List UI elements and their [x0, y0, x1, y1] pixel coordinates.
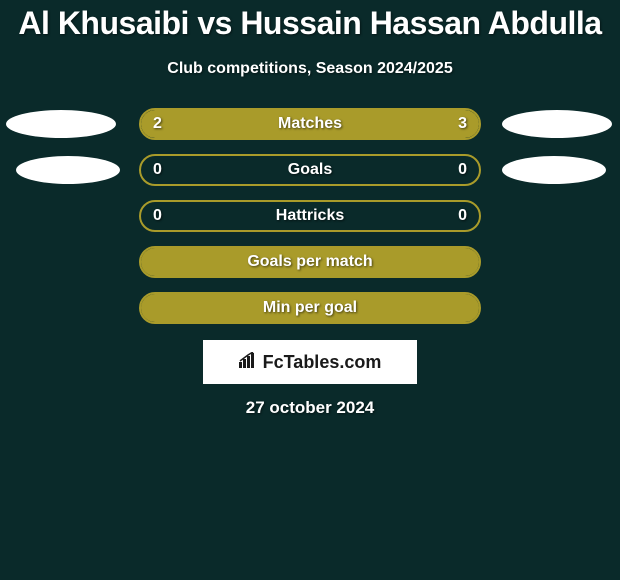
player-right-marker — [502, 156, 606, 184]
chart-icon — [239, 352, 259, 373]
stat-label: Hattricks — [276, 207, 344, 225]
player-left-marker — [16, 156, 120, 184]
logo: FcTables.com — [239, 352, 382, 373]
stat-bar: 0 0 Hattricks — [139, 200, 481, 232]
stat-value-right: 3 — [458, 115, 467, 133]
stat-value-left: 0 — [153, 161, 162, 179]
stat-bar: 0 0 Goals — [139, 154, 481, 186]
player-right-marker — [502, 110, 612, 138]
stat-bar: Goals per match — [139, 246, 481, 278]
infographic-container: Al Khusaibi vs Hussain Hassan Abdulla Cl… — [0, 0, 620, 418]
subtitle: Club competitions, Season 2024/2025 — [0, 60, 620, 78]
stat-value-right: 0 — [458, 207, 467, 225]
stat-label: Goals — [288, 161, 332, 179]
stat-bar: 2 3 Matches — [139, 108, 481, 140]
stat-row: 0 0 Hattricks — [0, 200, 620, 232]
stat-value-right: 0 — [458, 161, 467, 179]
logo-text: FcTables.com — [263, 352, 382, 373]
stat-label: Matches — [278, 115, 342, 133]
stat-row: 0 0 Goals — [0, 154, 620, 186]
stat-label: Min per goal — [263, 299, 357, 317]
stat-value-left: 2 — [153, 115, 162, 133]
stat-rows: 2 3 Matches 0 0 Goals 0 0 Hattricks Goals per mat… — [0, 108, 620, 324]
player-left-marker — [6, 110, 116, 138]
stat-value-left: 0 — [153, 207, 162, 225]
stat-bar: Min per goal — [139, 292, 481, 324]
stat-row: Goals per match — [0, 246, 620, 278]
stat-row: Min per goal — [0, 292, 620, 324]
date-text: 27 october 2024 — [0, 398, 620, 418]
logo-box: FcTables.com — [203, 340, 417, 384]
stat-label: Goals per match — [247, 253, 372, 271]
stat-row: 2 3 Matches — [0, 108, 620, 140]
page-title: Al Khusaibi vs Hussain Hassan Abdulla — [0, 5, 620, 42]
